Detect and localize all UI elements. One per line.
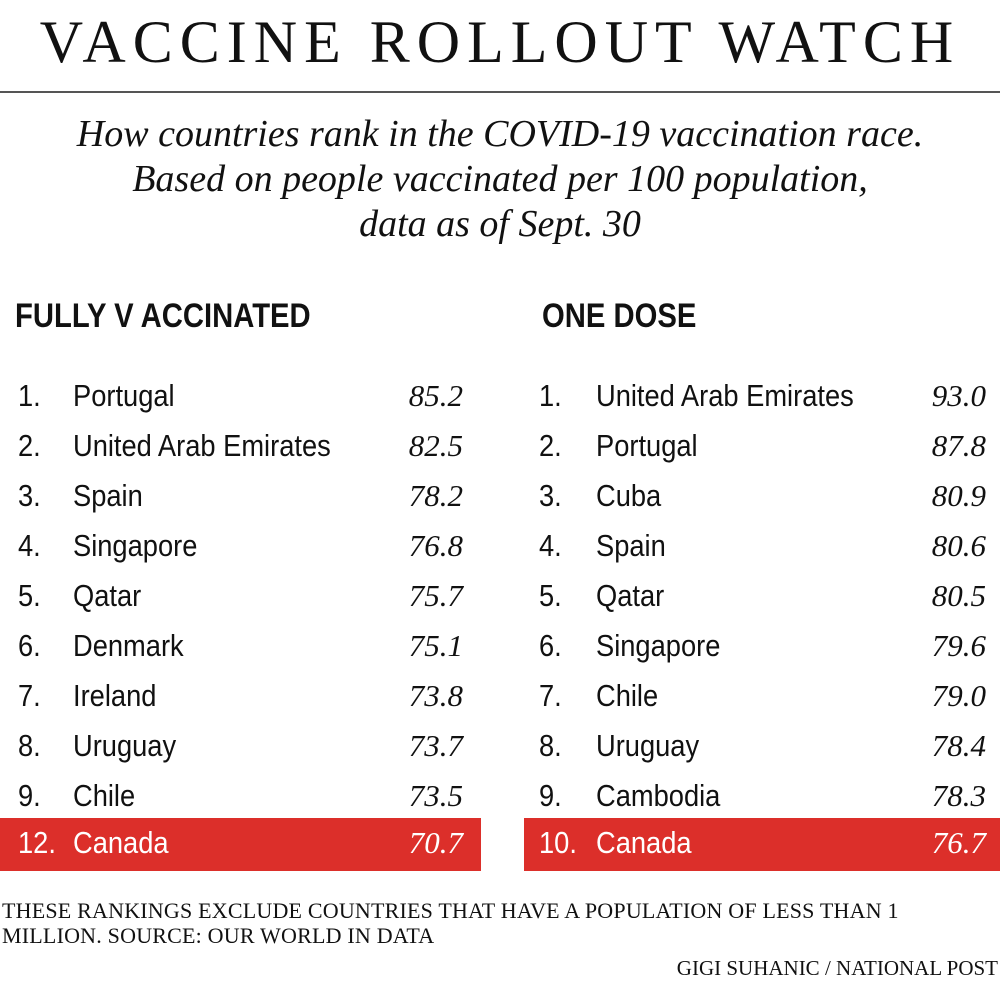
one-dose-row: 2. Portugal 87.8 <box>524 421 1000 471</box>
one-dose-row: 3. Cuba 80.9 <box>524 471 1000 521</box>
one-dose-row: 1. United Arab Emirates 93.0 <box>524 371 1000 421</box>
one-dose-row: 4. Spain 80.6 <box>524 521 1000 571</box>
rank-label: 1. <box>18 378 41 413</box>
rank-label: 6. <box>18 628 41 663</box>
rank-label: 8. <box>18 728 41 763</box>
rank-label: 2. <box>18 428 41 463</box>
rank-label: 6. <box>539 628 562 663</box>
subtitle-line-2: Based on people vaccinated per 100 popul… <box>132 158 868 200</box>
country-label: Ireland <box>73 678 157 713</box>
fully-vaccinated-row: 7. Ireland 73.8 <box>0 671 481 721</box>
one-dose-row-highlight: 10. Canada 76.7 <box>524 818 1000 871</box>
rank-label: 2. <box>539 428 562 463</box>
value-label: 73.8 <box>408 678 463 713</box>
value-label: 85.2 <box>408 378 463 413</box>
footnote: THESE RANKINGS EXCLUDE COUNTRIES THAT HA… <box>2 898 899 948</box>
subtitle-line-3: data as of Sept. 30 <box>359 203 641 245</box>
one-dose-row: 7. Chile 79.0 <box>524 671 1000 721</box>
rank-label: 1. <box>539 378 562 413</box>
value-label: 78.4 <box>931 728 986 763</box>
country-label: Portugal <box>73 378 175 413</box>
one-dose-row: 5. Qatar 80.5 <box>524 571 1000 621</box>
country-label: Cuba <box>596 478 662 513</box>
value-label: 93.0 <box>931 378 986 413</box>
title-divider <box>0 91 1000 93</box>
rank-label: 12. <box>18 825 56 860</box>
credit: GIGI SUHANIC / NATIONAL POST <box>676 956 998 980</box>
country-label: Qatar <box>73 578 142 613</box>
value-label: 80.6 <box>931 528 986 563</box>
country-label: United Arab Emirates <box>596 378 854 413</box>
country-label: Chile <box>73 778 136 813</box>
country-label: Spain <box>596 528 666 563</box>
rank-label: 8. <box>539 728 562 763</box>
country-label: Uruguay <box>596 728 700 763</box>
country-label: Canada <box>596 825 692 860</box>
fully-vaccinated-row-highlight: 12. Canada 70.7 <box>0 818 481 871</box>
value-label: 70.7 <box>408 825 463 860</box>
country-label: Denmark <box>73 628 184 663</box>
country-label: Portugal <box>596 428 698 463</box>
fully-vaccinated-row: 4. Singapore 76.8 <box>0 521 481 571</box>
country-label: Uruguay <box>73 728 177 763</box>
rank-label: 4. <box>539 528 562 563</box>
page-title: VACCINE ROLLOUT WATCH <box>39 9 961 75</box>
rank-label: 7. <box>539 678 562 713</box>
value-label: 76.8 <box>408 528 463 563</box>
value-label: 75.1 <box>408 628 463 663</box>
one-dose-row: 8. Uruguay 78.4 <box>524 721 1000 771</box>
one-dose-row: 6. Singapore 79.6 <box>524 621 1000 671</box>
fully-vaccinated-row: 3. Spain 78.2 <box>0 471 481 521</box>
fully-vaccinated-heading: FULLY V ACCINATED <box>15 297 311 335</box>
country-label: United Arab Emirates <box>73 428 331 463</box>
rank-label: 3. <box>18 478 41 513</box>
value-label: 82.5 <box>408 428 463 463</box>
rank-label: 5. <box>539 578 562 613</box>
rank-label: 3. <box>539 478 562 513</box>
rank-label: 10. <box>539 825 577 860</box>
country-label: Cambodia <box>596 778 721 813</box>
fully-vaccinated-row: 2. United Arab Emirates 82.5 <box>0 421 481 471</box>
value-label: 78.3 <box>931 778 986 813</box>
rank-label: 5. <box>18 578 41 613</box>
value-label: 80.9 <box>931 478 986 513</box>
country-label: Singapore <box>596 628 721 663</box>
rank-label: 4. <box>18 528 41 563</box>
subtitle-line-1: How countries rank in the COVID-19 vacci… <box>76 113 924 155</box>
value-label: 87.8 <box>931 428 986 463</box>
fully-vaccinated-row: 1. Portugal 85.2 <box>0 371 481 421</box>
fully-vaccinated-row: 9. Chile 73.5 <box>0 771 481 821</box>
fully-vaccinated-row: 8. Uruguay 73.7 <box>0 721 481 771</box>
value-label: 75.7 <box>408 578 463 613</box>
rank-label: 9. <box>539 778 562 813</box>
value-label: 78.2 <box>408 478 463 513</box>
country-label: Singapore <box>73 528 198 563</box>
value-label: 79.0 <box>931 678 986 713</box>
fully-vaccinated-row: 6. Denmark 75.1 <box>0 621 481 671</box>
value-label: 73.7 <box>408 728 463 763</box>
country-label: Spain <box>73 478 143 513</box>
fully-vaccinated-row: 5. Qatar 75.7 <box>0 571 481 621</box>
value-label: 80.5 <box>931 578 986 613</box>
country-label: Qatar <box>596 578 665 613</box>
value-label: 76.7 <box>931 825 986 860</box>
rank-label: 9. <box>18 778 41 813</box>
rank-label: 7. <box>18 678 41 713</box>
value-label: 73.5 <box>408 778 463 813</box>
one-dose-heading: ONE DOSE <box>542 297 697 335</box>
value-label: 79.6 <box>931 628 986 663</box>
one-dose-row: 9. Cambodia 78.3 <box>524 771 1000 821</box>
subtitle: How countries rank in the COVID-19 vacci… <box>0 112 1000 247</box>
country-label: Chile <box>596 678 659 713</box>
country-label: Canada <box>73 825 169 860</box>
